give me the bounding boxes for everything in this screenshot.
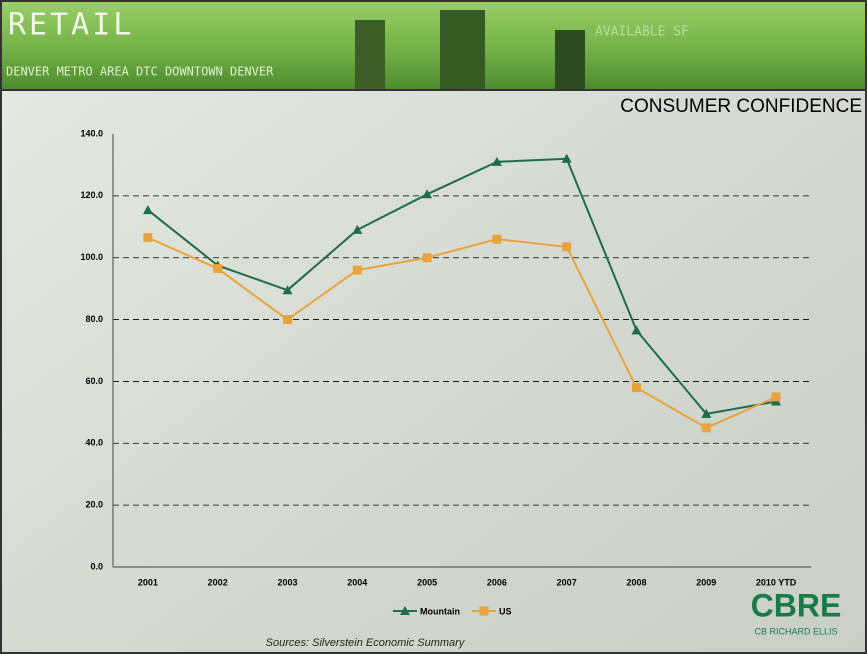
marker	[632, 383, 641, 393]
building	[355, 20, 385, 90]
source: Sources: Silverstein Economic Summary	[266, 637, 466, 649]
x-tick-label: 2005	[417, 577, 437, 587]
x-tick-label: 2006	[487, 577, 507, 587]
logo-text: CB RICHARD ELLIS	[754, 626, 837, 636]
marker	[422, 189, 433, 199]
marker	[283, 315, 292, 325]
marker	[771, 392, 781, 402]
ticker: AVAILABLE SF	[595, 25, 689, 40]
y-tick-label: 20.0	[85, 500, 103, 510]
marker	[142, 205, 153, 215]
marker	[631, 325, 642, 335]
y-tick-label: 100.0	[80, 252, 103, 262]
legend-label: Mountain	[420, 606, 460, 616]
ticker: DENVER METRO AREA DTC DOWNTOWN DENVER	[6, 65, 274, 79]
x-tick-label: 2001	[138, 577, 158, 587]
building	[555, 30, 585, 90]
marker	[701, 423, 711, 433]
x-tick-label: 2008	[626, 577, 646, 587]
marker	[213, 264, 223, 274]
marker	[561, 153, 572, 163]
series-line	[147, 157, 777, 415]
y-tick-label: 60.0	[85, 376, 103, 386]
marker	[400, 606, 410, 615]
y-tick-label: 40.0	[85, 438, 103, 448]
series-line	[147, 236, 777, 429]
x-tick-label: 2010 YTD	[756, 577, 797, 587]
x-tick-label: 2003	[277, 577, 297, 587]
x-tick-label: 2002	[208, 577, 228, 587]
marker	[422, 253, 432, 263]
header-banner	[0, 0, 867, 90]
section-title: RETAIL	[8, 8, 134, 43]
y-tick-label: 140.0	[80, 128, 103, 138]
x-tick-label: 2007	[557, 577, 577, 587]
x-tick-label: 2004	[347, 577, 367, 587]
logo: CBRE	[751, 587, 842, 623]
marker	[352, 224, 363, 234]
marker	[143, 233, 153, 243]
y-tick-label: 80.0	[85, 314, 103, 324]
marker	[492, 234, 502, 244]
marker	[701, 408, 712, 418]
marker	[562, 242, 572, 252]
building	[440, 10, 485, 90]
marker	[479, 606, 489, 616]
y-tick-label: 120.0	[80, 190, 103, 200]
marker	[352, 265, 362, 275]
chart-title: CONSUMER CONFIDENCE	[620, 96, 862, 117]
x-tick-label: 2009	[696, 577, 716, 587]
y-tick-label: 0.0	[90, 561, 103, 571]
marker	[282, 285, 293, 295]
legend-label: US	[499, 606, 512, 616]
marker	[491, 156, 502, 166]
